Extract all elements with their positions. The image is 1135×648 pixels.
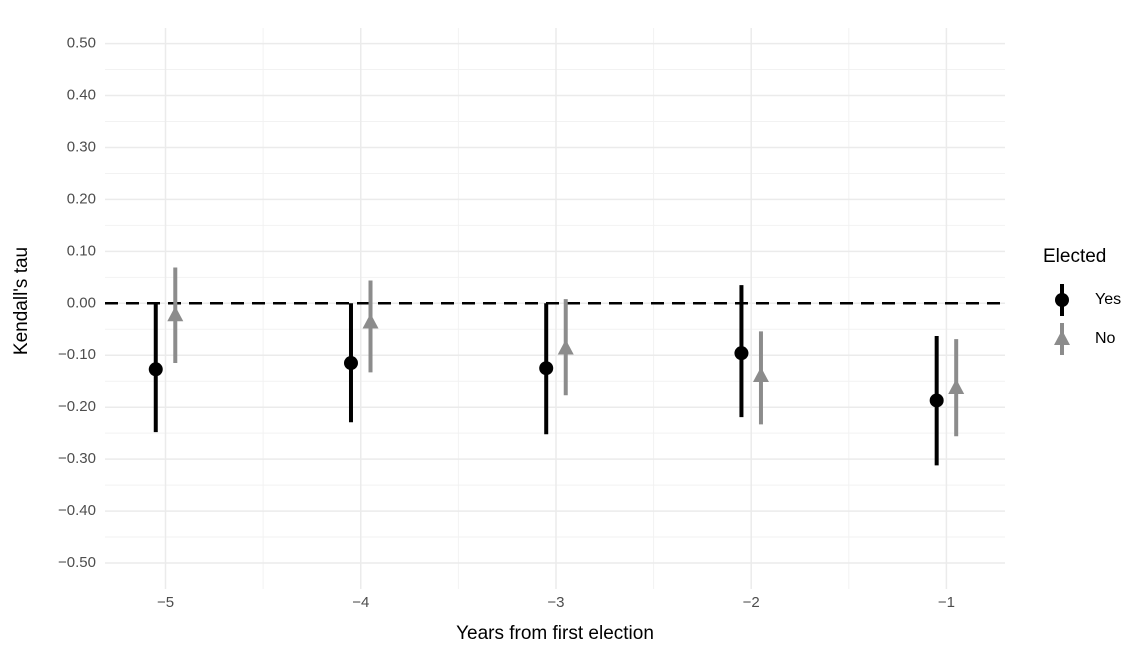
y-tick-label: 0.20 [67, 190, 96, 207]
y-tick-label: 0.30 [67, 138, 96, 155]
point [734, 346, 749, 361]
legend-key-marker [1054, 330, 1070, 345]
x-tick-label: −3 [547, 594, 564, 611]
y-axis-title: Kendall's tau [11, 247, 32, 355]
x-tick-label: −1 [938, 594, 955, 611]
y-tick-label: −0.10 [58, 346, 96, 363]
point [948, 378, 965, 394]
point [929, 393, 944, 408]
legend-title: Elected [1043, 246, 1106, 267]
point [343, 356, 358, 371]
legend-label: No [1095, 330, 1116, 347]
point [362, 313, 379, 329]
x-tick-label: −5 [157, 594, 174, 611]
y-tick-label: −0.50 [58, 554, 96, 571]
y-tick-label: 0.40 [67, 86, 96, 103]
y-tick-label: −0.20 [58, 398, 96, 415]
x-tick-label: −2 [743, 594, 760, 611]
point [167, 306, 184, 322]
y-tick-label: −0.40 [58, 502, 96, 519]
point [539, 361, 554, 376]
x-tick-label: −4 [352, 594, 369, 611]
legend-key-marker [1055, 293, 1069, 307]
point [752, 367, 769, 383]
y-tick-label: 0.10 [67, 242, 96, 259]
y-tick-label: 0.00 [67, 294, 96, 311]
y-tick-label: 0.50 [67, 35, 96, 52]
point [557, 339, 574, 355]
point [148, 362, 163, 377]
x-axis-title: Years from first election [456, 623, 654, 644]
legend-label: Yes [1095, 291, 1121, 308]
y-tick-label: −0.30 [58, 450, 96, 467]
